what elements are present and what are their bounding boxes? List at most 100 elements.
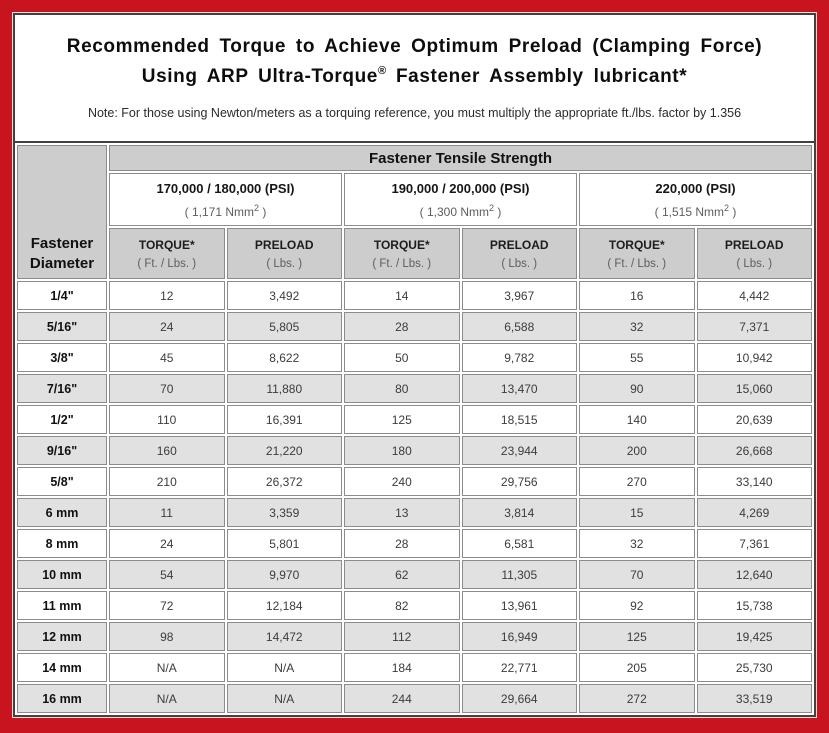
table-row: 10 mm 54 9,970 62 11,305 70 12,640 xyxy=(17,560,812,589)
preload-value-cell: 16,391 xyxy=(226,405,342,434)
torque-value-cell: 62 xyxy=(344,560,460,589)
torque-value-cell: 70 xyxy=(109,374,225,403)
preload-value-cell: 13,961 xyxy=(461,591,577,620)
nmm-exponent: 2 xyxy=(489,202,495,213)
table-row: 1/4" 12 3,492 14 3,967 16 4,442 xyxy=(17,281,812,310)
torque-value-cell: 205 xyxy=(579,653,695,682)
table-row: 12 mm 98 14,472 112 16,949 125 19,425 xyxy=(17,622,812,651)
torque-value-cell: 32 xyxy=(579,312,695,341)
psi-value: 220,000 (PSI) xyxy=(655,180,736,196)
preload-value-cell: 14,472 xyxy=(226,622,342,651)
torque-value-cell: 54 xyxy=(109,560,225,589)
preload-value-cell: 8,622 xyxy=(226,343,342,372)
torque-value-cell: 82 xyxy=(344,591,460,620)
table-row: 8 mm 24 5,801 28 6,581 32 7,361 xyxy=(17,529,812,558)
torque-value-cell: 92 xyxy=(579,591,695,620)
page-title: Recommended Torque to Achieve Optimum Pr… xyxy=(15,32,814,93)
torque-value-cell: 210 xyxy=(109,467,225,496)
preload-value-cell: 26,372 xyxy=(226,467,342,496)
preload-value-cell: 18,515 xyxy=(461,405,577,434)
fastener-diameter-cell: 1/2" xyxy=(17,405,107,434)
torque-value-cell: 24 xyxy=(109,312,225,341)
torque-value-cell: 80 xyxy=(344,374,460,403)
table-row: 6 mm 11 3,359 13 3,814 15 4,269 xyxy=(17,498,812,527)
psi-value: 170,000 / 180,000 (PSI) xyxy=(156,180,295,196)
torque-value-cell: 16 xyxy=(579,281,695,310)
torque-label: TORQUE* xyxy=(373,237,430,252)
fastener-diameter-cell: 5/16" xyxy=(17,312,107,341)
preload-value-cell: 19,425 xyxy=(696,622,812,651)
preload-value-cell: 11,305 xyxy=(461,560,577,589)
preload-value-cell: 15,060 xyxy=(696,374,812,403)
preload-value-cell: 33,519 xyxy=(696,684,812,713)
preload-value-cell: 29,664 xyxy=(461,684,577,713)
nmm-value: ( 1,515 Nmm2 ) xyxy=(580,203,811,219)
registered-trademark-symbol: ® xyxy=(377,65,387,78)
torque-value-cell: 72 xyxy=(109,591,225,620)
title-line-2-text: Using ARP Ultra-Torque xyxy=(141,66,378,88)
nmm-text: ( 1,515 Nmm xyxy=(654,204,724,219)
fastener-diameter-cell: 3/8" xyxy=(17,343,107,372)
table-row: 5/16" 24 5,805 28 6,588 32 7,371 xyxy=(17,312,812,341)
torque-value-cell: 14 xyxy=(344,281,460,310)
table-row: 1/2" 110 16,391 125 18,515 140 20,639 xyxy=(17,405,812,434)
torque-value-cell: 90 xyxy=(579,374,695,403)
preload-value-cell: 9,970 xyxy=(226,560,342,589)
preload-value-cell: 12,640 xyxy=(696,560,812,589)
preload-value-cell: 29,756 xyxy=(461,467,577,496)
torque-spec-table: Fastener Diameter Fastener Tensile Stren… xyxy=(15,143,814,715)
fastener-diameter-cell: 9/16" xyxy=(17,436,107,465)
psi-group-190-200: 190,000 / 200,000 (PSI) ( 1,300 Nmm2 ) xyxy=(344,173,577,226)
preload-value-cell: 23,944 xyxy=(461,436,577,465)
psi-group-header-row: 170,000 / 180,000 (PSI) ( 1,171 Nmm2 ) 1… xyxy=(17,173,812,226)
preload-value-cell: 22,771 xyxy=(461,653,577,682)
preload-value-cell: 5,801 xyxy=(226,529,342,558)
preload-unit: ( Lbs. ) xyxy=(501,257,538,270)
torque-label: TORQUE* xyxy=(608,237,665,252)
preload-value-cell: 16,949 xyxy=(461,622,577,651)
tensile-strength-header: Fastener Tensile Strength xyxy=(109,145,812,171)
fastener-diameter-cell: 5/8" xyxy=(17,467,107,496)
torque-value-cell: 55 xyxy=(579,343,695,372)
torque-value-cell: 24 xyxy=(109,529,225,558)
title-line-2: Using ARP Ultra-Torque® Fastener Assembl… xyxy=(15,62,814,92)
preload-value-cell: 21,220 xyxy=(226,436,342,465)
preload-column-header: PRELOAD ( Lbs. ) xyxy=(696,228,812,279)
preload-label: PRELOAD xyxy=(489,237,549,252)
torque-value-cell: 180 xyxy=(344,436,460,465)
table-row: 11 mm 72 12,184 82 13,961 92 15,738 xyxy=(17,591,812,620)
table-row: 16 mm N/A N/A 244 29,664 272 33,519 xyxy=(17,684,812,713)
preload-value-cell: 9,782 xyxy=(461,343,577,372)
preload-unit: ( Lbs. ) xyxy=(266,257,303,270)
torque-value-cell: 28 xyxy=(344,529,460,558)
nmm-value: ( 1,300 Nmm2 ) xyxy=(345,203,576,219)
preload-value-cell: 15,738 xyxy=(696,591,812,620)
torque-value-cell: 240 xyxy=(344,467,460,496)
preload-value-cell: 10,942 xyxy=(696,343,812,372)
torque-value-cell: 15 xyxy=(579,498,695,527)
torque-value-cell: 125 xyxy=(579,622,695,651)
torque-unit: ( Ft. / Lbs. ) xyxy=(607,257,667,270)
nmm-text: ( 1,300 Nmm xyxy=(419,204,489,219)
fastener-diameter-cell: 8 mm xyxy=(17,529,107,558)
column-header-row: TORQUE* ( Ft. / Lbs. ) PRELOAD ( Lbs. ) … xyxy=(17,228,812,279)
tensile-header-row: Fastener Diameter Fastener Tensile Stren… xyxy=(17,145,812,279)
preload-value-cell: 13,470 xyxy=(461,374,577,403)
preload-value-cell: 3,814 xyxy=(461,498,577,527)
torque-unit: ( Ft. / Lbs. ) xyxy=(372,257,432,270)
torque-value-cell: 70 xyxy=(579,560,695,589)
preload-value-cell: 5,805 xyxy=(226,312,342,341)
torque-value-cell: 160 xyxy=(109,436,225,465)
torque-value-cell: 50 xyxy=(344,343,460,372)
torque-value-cell: 98 xyxy=(109,622,225,651)
preload-value-cell: N/A xyxy=(226,653,342,682)
content-sheet: Recommended Torque to Achieve Optimum Pr… xyxy=(13,13,816,717)
preload-value-cell: 3,967 xyxy=(461,281,577,310)
torque-value-cell: 184 xyxy=(344,653,460,682)
table-row: 5/8" 210 26,372 240 29,756 270 33,140 xyxy=(17,467,812,496)
torque-value-cell: N/A xyxy=(109,684,225,713)
torque-column-header: TORQUE* ( Ft. / Lbs. ) xyxy=(109,228,225,279)
torque-value-cell: 272 xyxy=(579,684,695,713)
preload-value-cell: 6,588 xyxy=(461,312,577,341)
torque-value-cell: 140 xyxy=(579,405,695,434)
